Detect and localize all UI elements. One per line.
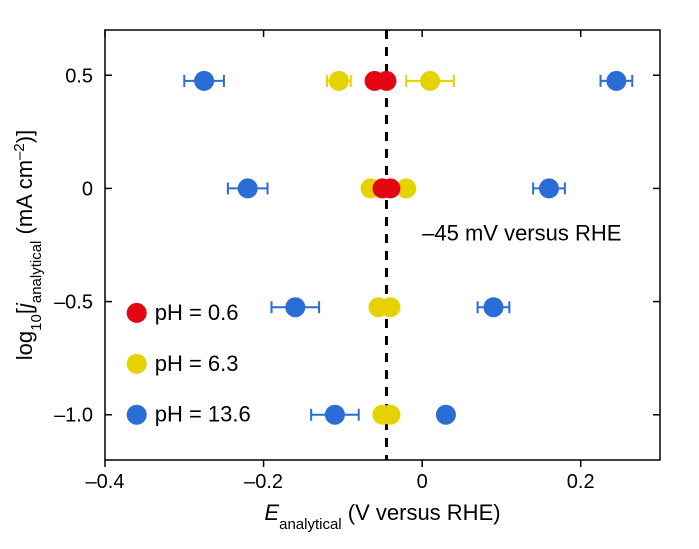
- data-point: [420, 71, 440, 91]
- data-point: [606, 71, 626, 91]
- scatter-chart: –0.4 –0.2 0 0.2 –1.0 –0.5 0 0.5 –45 mV versus RH…: [0, 0, 699, 549]
- y-axis-title: log10[janalytical (mA cm–2)]: [11, 130, 45, 360]
- data-point: [325, 405, 345, 425]
- x-tick-label: 0.2: [567, 471, 595, 493]
- data-point: [285, 297, 305, 317]
- y-tick-label: 0: [82, 178, 93, 200]
- x-tick-label: –0.4: [86, 471, 125, 493]
- data-point: [194, 71, 214, 91]
- legend-swatch: [127, 405, 147, 425]
- legend-label: pH = 0.6: [155, 300, 239, 325]
- data-point: [376, 71, 396, 91]
- data-point: [539, 178, 559, 198]
- y-tick-label: 0.5: [65, 65, 93, 87]
- legend-label: pH = 6.3: [155, 351, 239, 376]
- legend-swatch: [127, 303, 147, 323]
- x-tick-label: 0: [417, 471, 428, 493]
- data-point: [484, 297, 504, 317]
- x-axis-title: Eanalytical (V versus RHE): [264, 500, 500, 533]
- data-point: [380, 297, 400, 317]
- data-point: [238, 178, 258, 198]
- chart-container: –0.4 –0.2 0 0.2 –1.0 –0.5 0 0.5 –45 mV versus RH…: [0, 0, 699, 549]
- data-point: [329, 71, 349, 91]
- data-point: [380, 405, 400, 425]
- y-tick-label: –0.5: [54, 292, 93, 314]
- legend-label: pH = 13.6: [155, 402, 251, 427]
- vline-annotation: –45 mV versus RHE: [422, 220, 621, 245]
- data-point: [373, 178, 393, 198]
- x-tick-label: –0.2: [244, 471, 283, 493]
- legend-swatch: [127, 354, 147, 374]
- y-tick-label: –1.0: [54, 405, 93, 427]
- data-point: [436, 405, 456, 425]
